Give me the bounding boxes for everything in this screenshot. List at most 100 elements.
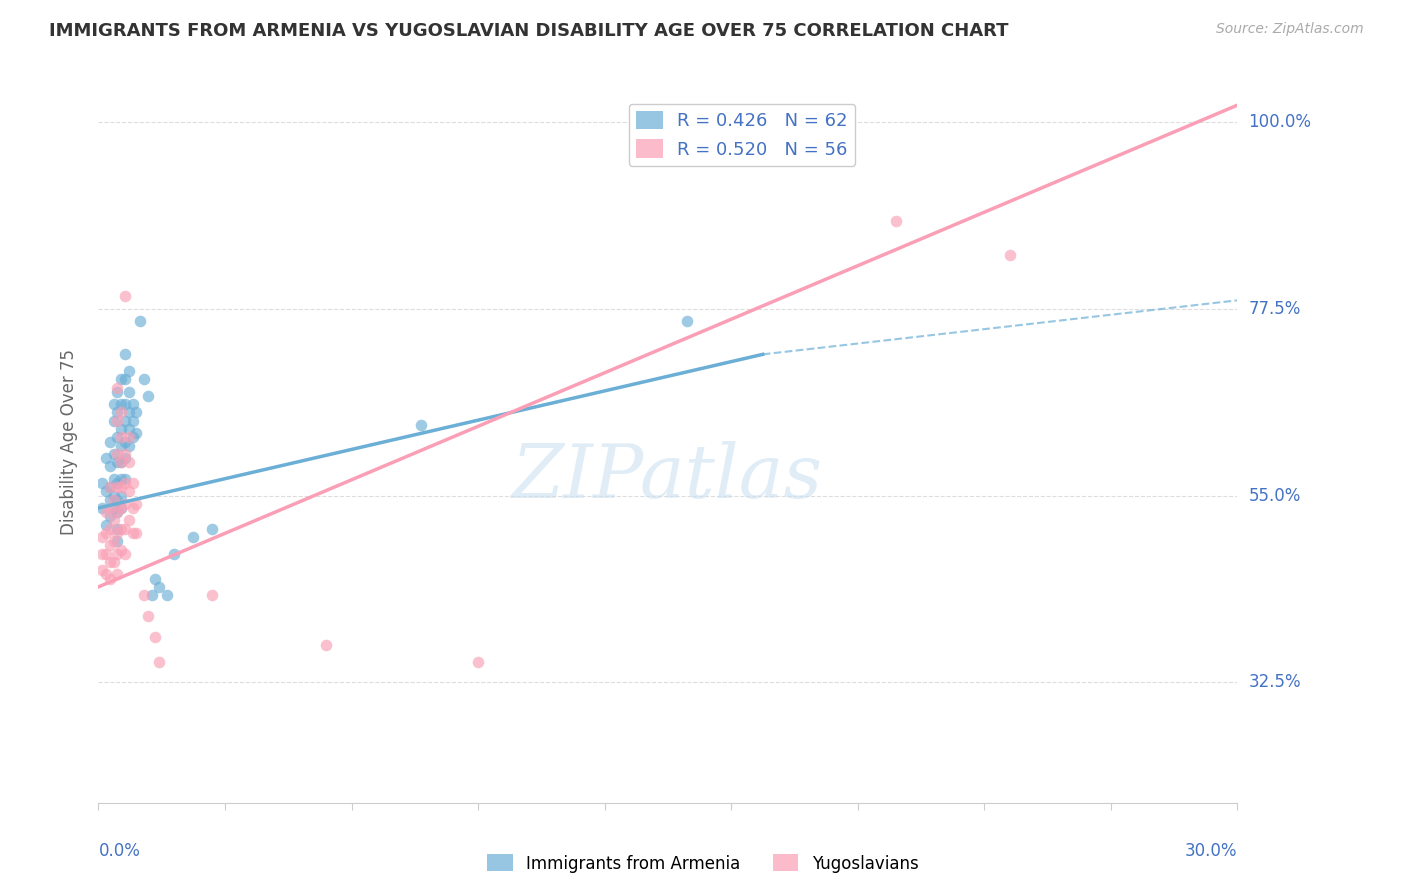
Point: [114, 372, 136, 386]
Point: [118, 455, 141, 469]
Point: [121, 414, 143, 428]
Point: [114, 289, 136, 303]
Point: [118, 484, 141, 499]
Point: [676, 314, 699, 328]
Point: [121, 430, 143, 444]
Point: [110, 372, 132, 386]
Point: [121, 525, 143, 540]
Point: [91, 530, 114, 544]
Legend: Immigrants from Armenia, Yugoslavians: Immigrants from Armenia, Yugoslavians: [481, 847, 925, 880]
Point: [118, 439, 141, 453]
Point: [110, 522, 132, 536]
Point: [136, 389, 159, 403]
Text: 30.0%: 30.0%: [1185, 842, 1237, 860]
Point: [114, 497, 136, 511]
Point: [148, 580, 170, 594]
Point: [103, 397, 125, 411]
Point: [118, 513, 141, 527]
Point: [94, 547, 117, 561]
Legend: R = 0.426   N = 62, R = 0.520   N = 56: R = 0.426 N = 62, R = 0.520 N = 56: [628, 103, 855, 166]
Text: 77.5%: 77.5%: [1249, 300, 1301, 318]
Point: [884, 214, 907, 228]
Point: [110, 455, 132, 469]
Point: [156, 588, 179, 602]
Point: [103, 414, 125, 428]
Point: [107, 405, 129, 419]
Point: [145, 630, 167, 644]
Point: [110, 489, 132, 503]
Point: [114, 434, 136, 449]
Point: [125, 405, 148, 419]
Point: [103, 555, 125, 569]
Point: [998, 248, 1021, 262]
Point: [98, 538, 121, 552]
Point: [103, 447, 125, 461]
Point: [91, 547, 114, 561]
Point: [145, 572, 167, 586]
Point: [114, 347, 136, 361]
Point: [110, 397, 132, 411]
Point: [107, 480, 129, 494]
Point: [107, 447, 129, 461]
Y-axis label: Disability Age Over 75: Disability Age Over 75: [59, 349, 77, 534]
Point: [98, 480, 121, 494]
Point: [94, 525, 117, 540]
Point: [107, 567, 129, 582]
Point: [132, 588, 155, 602]
Point: [103, 472, 125, 486]
Text: Source: ZipAtlas.com: Source: ZipAtlas.com: [1216, 22, 1364, 37]
Text: 32.5%: 32.5%: [1249, 673, 1301, 691]
Point: [148, 655, 170, 669]
Point: [114, 451, 136, 466]
Point: [107, 522, 129, 536]
Point: [125, 497, 148, 511]
Point: [107, 430, 129, 444]
Point: [110, 405, 132, 419]
Point: [118, 422, 141, 436]
Point: [467, 655, 489, 669]
Point: [121, 500, 143, 515]
Point: [110, 472, 132, 486]
Point: [411, 417, 433, 432]
Text: IMMIGRANTS FROM ARMENIA VS YUGOSLAVIAN DISABILITY AGE OVER 75 CORRELATION CHART: IMMIGRANTS FROM ARMENIA VS YUGOSLAVIAN D…: [49, 22, 1008, 40]
Point: [107, 505, 129, 519]
Point: [103, 513, 125, 527]
Point: [110, 542, 132, 557]
Point: [107, 525, 129, 540]
Point: [114, 397, 136, 411]
Point: [107, 455, 129, 469]
Point: [91, 563, 114, 577]
Point: [91, 500, 114, 515]
Point: [201, 588, 224, 602]
Point: [110, 500, 132, 515]
Point: [110, 439, 132, 453]
Point: [107, 384, 129, 399]
Point: [98, 500, 121, 515]
Point: [114, 447, 136, 461]
Point: [103, 534, 125, 549]
Point: [163, 547, 186, 561]
Point: [98, 555, 121, 569]
Point: [98, 459, 121, 474]
Point: [94, 517, 117, 532]
Point: [125, 525, 148, 540]
Point: [103, 492, 125, 507]
Point: [103, 489, 125, 503]
Point: [110, 480, 132, 494]
Point: [136, 609, 159, 624]
Point: [103, 500, 125, 515]
Point: [114, 414, 136, 428]
Point: [114, 547, 136, 561]
Point: [107, 547, 129, 561]
Point: [201, 522, 224, 536]
Point: [132, 372, 155, 386]
Point: [98, 492, 121, 507]
Point: [98, 572, 121, 586]
Text: ZIPatlas: ZIPatlas: [512, 442, 824, 514]
Point: [183, 530, 205, 544]
Point: [114, 472, 136, 486]
Point: [107, 380, 129, 394]
Point: [118, 384, 141, 399]
Text: 0.0%: 0.0%: [98, 842, 141, 860]
Point: [107, 492, 129, 507]
